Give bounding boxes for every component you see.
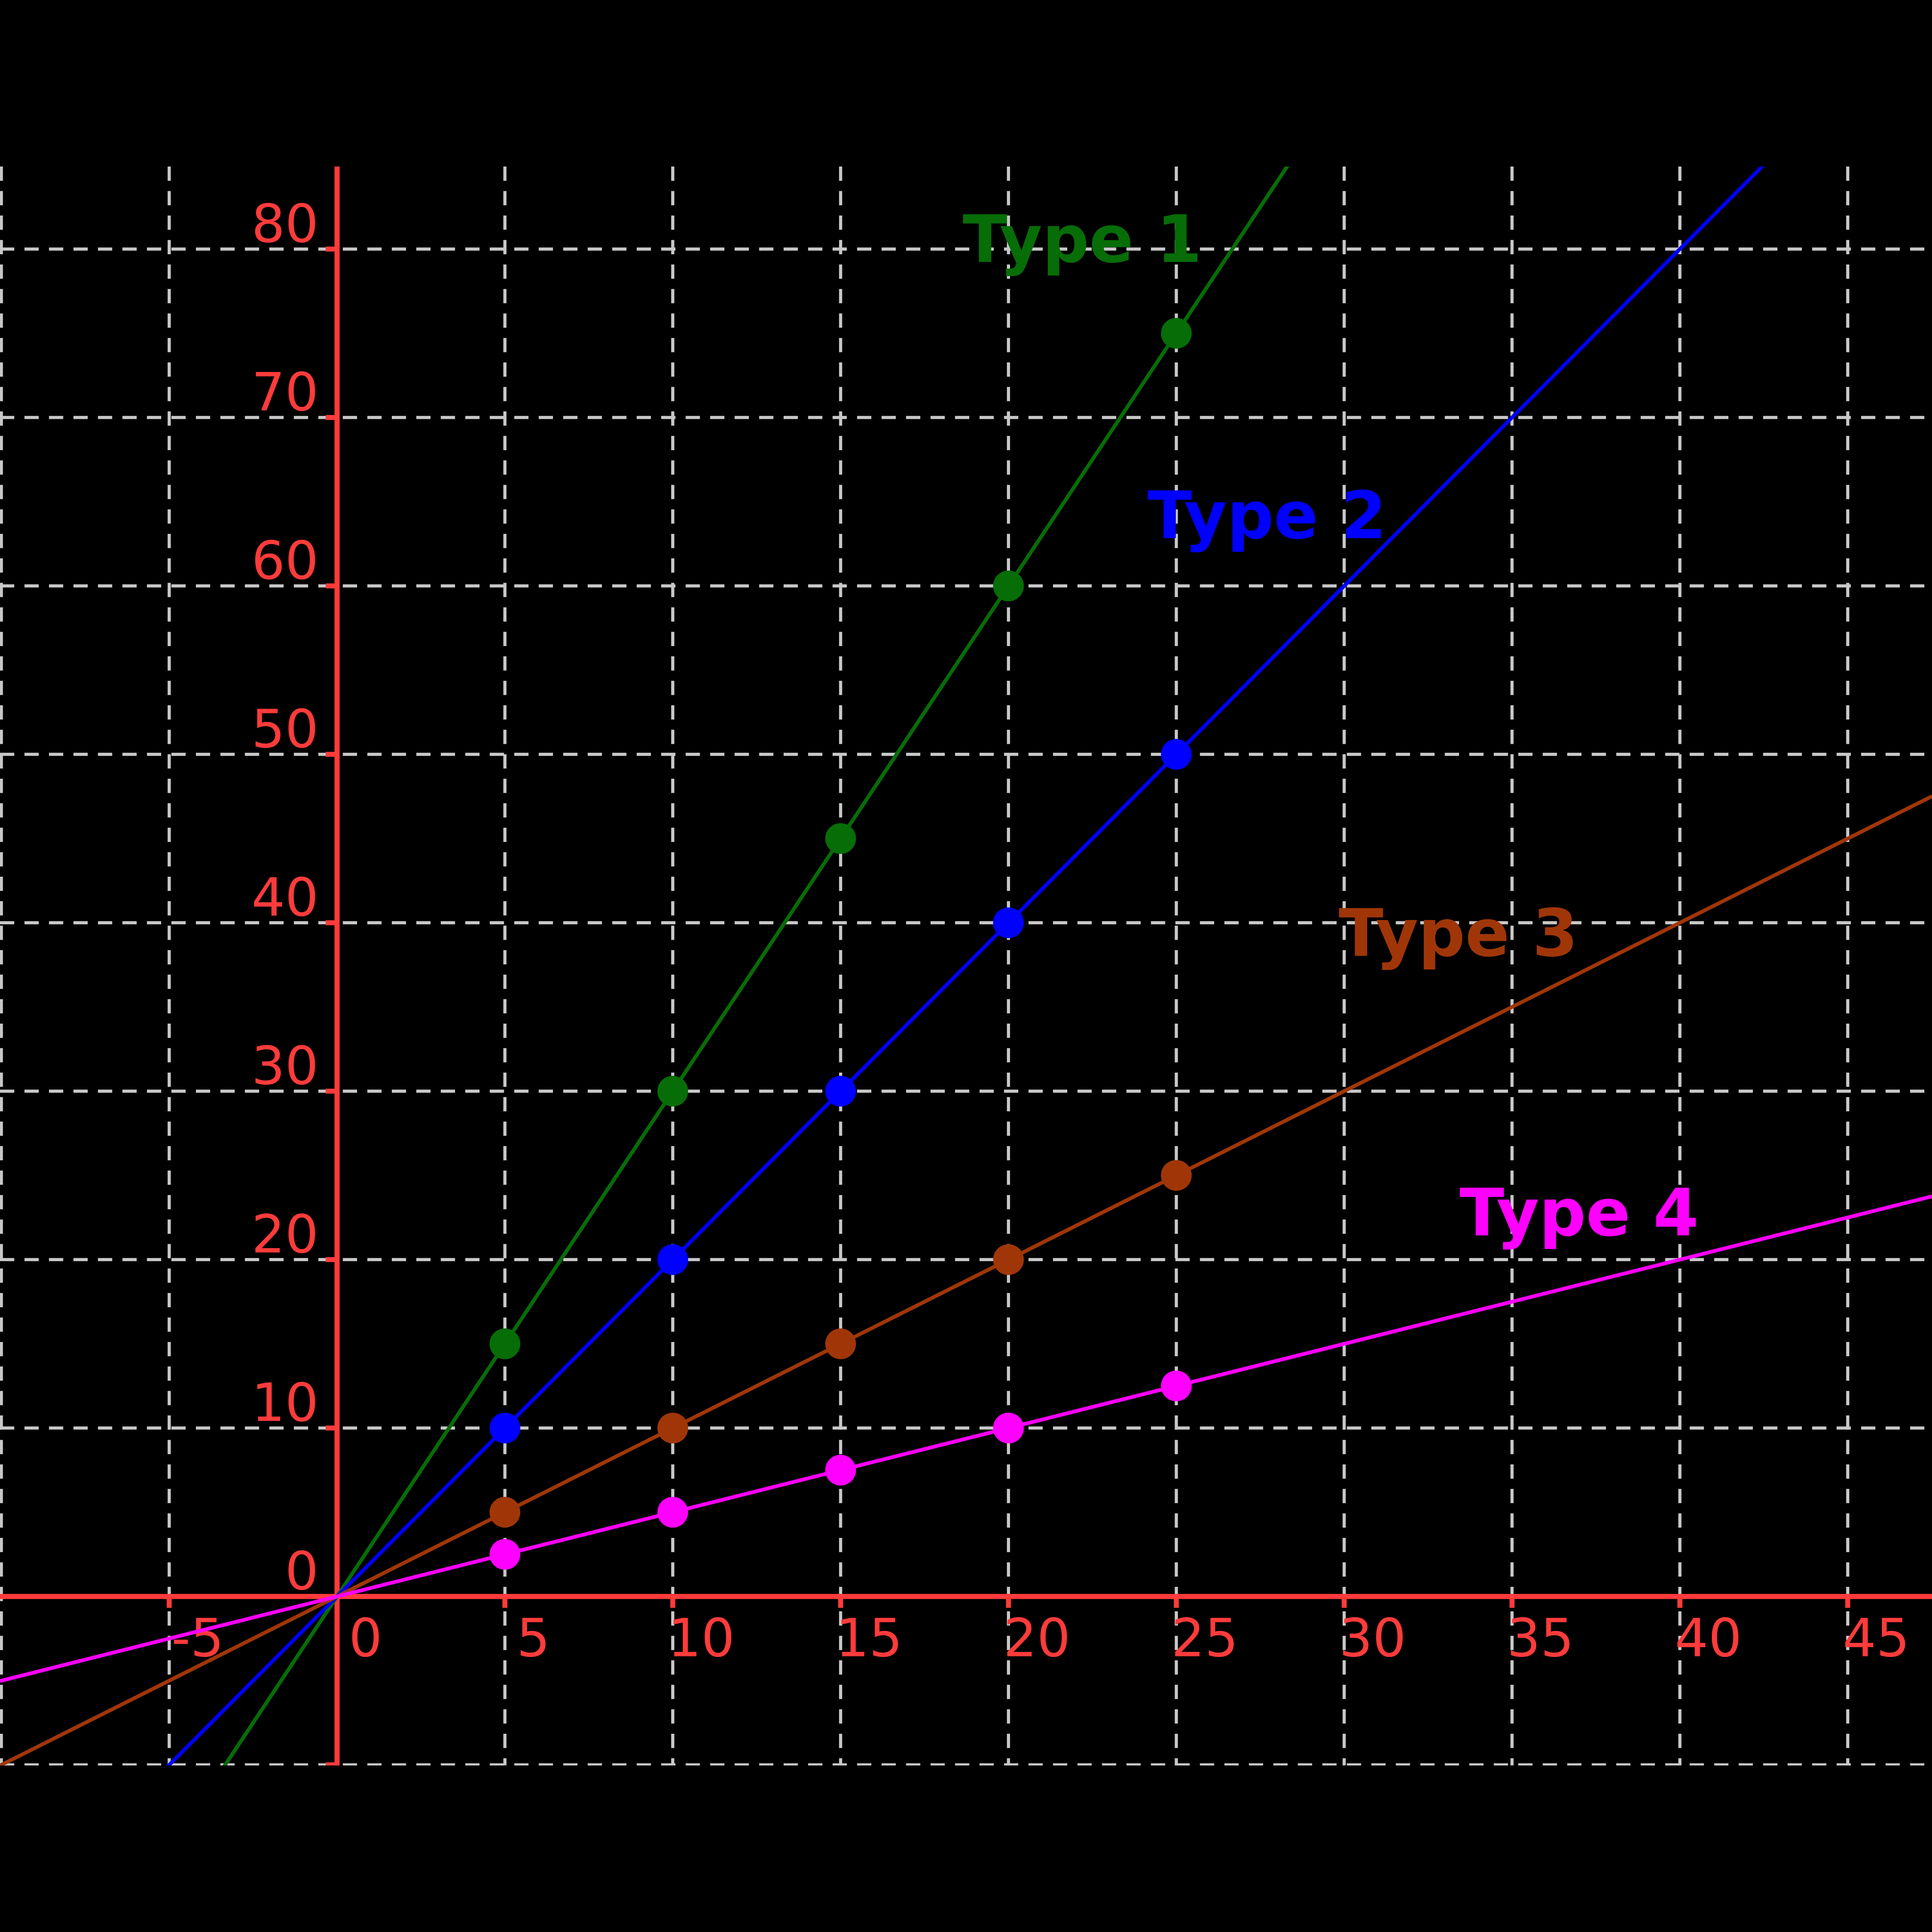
series-point-type-3-10-10: [657, 1413, 688, 1444]
y-tick-label-0: 0: [285, 1541, 319, 1602]
series-point-type-2-10-20: [657, 1244, 688, 1275]
y-tick-label-10: 10: [252, 1372, 318, 1434]
y-tick-label-50: 50: [252, 699, 318, 760]
series-label-type-1: Type 1: [963, 201, 1202, 277]
x-tick-label-0: 0: [349, 1607, 383, 1669]
y-tick-label-80: 80: [252, 193, 318, 255]
x-tick-label-25: 25: [1171, 1607, 1238, 1669]
series-label-type-2: Type 2: [1147, 478, 1386, 554]
y-tick-label-20: 20: [252, 1204, 318, 1265]
y-tick-label-30: 30: [252, 1036, 318, 1097]
series-point-type-4-20-10: [993, 1413, 1024, 1444]
series-point-type-1-5-15: [489, 1328, 520, 1359]
series-point-type-4-15-7.5: [825, 1455, 856, 1486]
series-point-type-1-15-45: [825, 823, 856, 854]
series-point-type-1-25-75: [1161, 318, 1192, 349]
x-tick-label-5: 5: [517, 1607, 550, 1669]
x-tick-label-15: 15: [835, 1607, 902, 1669]
chart-canvas: -5 0 5 10 15 20 25 30 35 40 45 0 10 20 30 40 50 60 70 80 Typ…: [0, 167, 1932, 1765]
x-tick-label-20: 20: [1003, 1607, 1070, 1669]
series-point-type-3-20-20: [993, 1244, 1024, 1275]
series-point-type-2-20-40: [993, 907, 1024, 938]
series-line-type-3: [0, 794, 1932, 1765]
series-line-type-4: [0, 1194, 1932, 1683]
series-label-type-4: Type 4: [1459, 1175, 1699, 1251]
series-point-type-4-25-12.5: [1161, 1371, 1192, 1401]
series-label-type-3: Type 3: [1339, 895, 1578, 971]
series-point-type-3-25-25: [1161, 1160, 1192, 1191]
x-tick-label-10: 10: [668, 1607, 735, 1669]
series-point-type-2-15-30: [825, 1076, 856, 1107]
y-tick-label-40: 40: [252, 867, 318, 929]
series-point-type-2-25-50: [1161, 739, 1192, 770]
y-tick-label-70: 70: [252, 362, 318, 423]
y-tick-label-60: 60: [252, 530, 318, 592]
x-tick-label--5: -5: [172, 1607, 224, 1669]
series-point-type-3-5-5: [489, 1497, 520, 1528]
series-point-type-3-15-15: [825, 1328, 856, 1359]
series-point-type-4-5-2.5: [489, 1539, 520, 1570]
x-tick-label-40: 40: [1675, 1607, 1742, 1669]
x-tick-label-35: 35: [1507, 1607, 1574, 1669]
series-point-type-2-5-10: [489, 1413, 520, 1444]
series-point-type-4-10-5: [657, 1497, 688, 1528]
series-point-type-1-20-60: [993, 570, 1024, 602]
series-line-type-2: [166, 167, 1765, 1765]
x-tick-label-45: 45: [1843, 1607, 1910, 1669]
series-point-type-1-10-30: [657, 1076, 688, 1107]
series-line-type-1: [223, 167, 1289, 1765]
x-tick-label-30: 30: [1339, 1607, 1406, 1669]
